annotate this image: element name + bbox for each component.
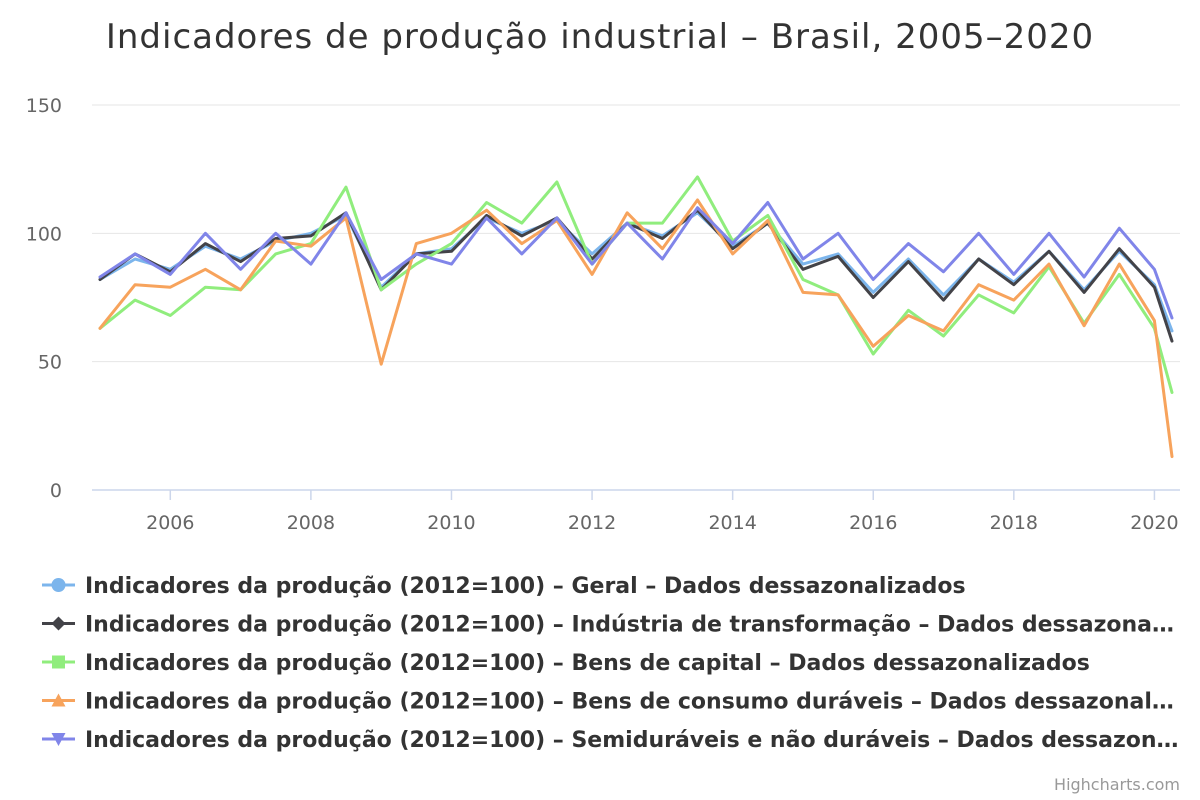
- circle-marker-icon: [51, 578, 66, 592]
- series-line-5[interactable]: [98, 201, 1174, 320]
- legend-item-2[interactable]: Indicadores da produção (2012=100) – Ind…: [42, 613, 1174, 638]
- y-tick-label: 150: [26, 95, 62, 117]
- x-tick-label: 2006: [146, 512, 194, 534]
- y-tick-label: 100: [26, 223, 62, 245]
- legend-label: Indicadores da produção (2012=100) – Ben…: [85, 690, 1174, 715]
- triangle-down-marker-icon: [51, 733, 66, 746]
- x-tick-label: 2014: [708, 512, 756, 534]
- x-axis: 2006 2008 2010 2012 2014 2016 2018 2020: [92, 489, 1180, 534]
- series-line-2[interactable]: [98, 208, 1174, 343]
- legend-item-4[interactable]: Indicadores da produção (2012=100) – Ben…: [42, 690, 1174, 715]
- y-tick-label: 50: [38, 352, 62, 374]
- x-tick-label: 2010: [427, 512, 475, 534]
- series-line-3[interactable]: [98, 175, 1174, 394]
- legend-label: Indicadores da produção (2012=100) – Ben…: [85, 651, 1090, 676]
- square-marker-icon: [52, 655, 65, 669]
- chart-title: Indicadores de produção industrial – Bra…: [106, 17, 1094, 57]
- x-tick-label: 2016: [849, 512, 897, 534]
- triangle-marker-icon: [51, 693, 66, 707]
- legend-item-1[interactable]: Indicadores da produção (2012=100) – Ger…: [42, 574, 966, 599]
- legend-item-3[interactable]: Indicadores da produção (2012=100) – Ben…: [42, 651, 1090, 676]
- credits-link[interactable]: Highcharts.com: [1054, 775, 1180, 794]
- y-tick-label: 0: [50, 480, 62, 502]
- series-group: [98, 175, 1174, 459]
- x-tick-label: 2020: [1130, 512, 1178, 534]
- legend-label: Indicadores da produção (2012=100) – Ger…: [85, 574, 966, 599]
- legend[interactable]: Indicadores da produção (2012=100) – Ger…: [42, 574, 1179, 753]
- x-tick-label: 2012: [568, 512, 616, 534]
- y-axis: 0 50 100 150: [26, 95, 62, 502]
- diamond-marker-icon: [51, 616, 66, 631]
- legend-label: Indicadores da produção (2012=100) – Sem…: [85, 728, 1179, 753]
- x-tick-label: 2018: [990, 512, 1038, 534]
- legend-item-5[interactable]: Indicadores da produção (2012=100) – Sem…: [42, 728, 1179, 753]
- legend-label: Indicadores da produção (2012=100) – Ind…: [85, 613, 1174, 638]
- series-line-4[interactable]: [98, 198, 1174, 459]
- x-tick-label: 2008: [287, 512, 335, 534]
